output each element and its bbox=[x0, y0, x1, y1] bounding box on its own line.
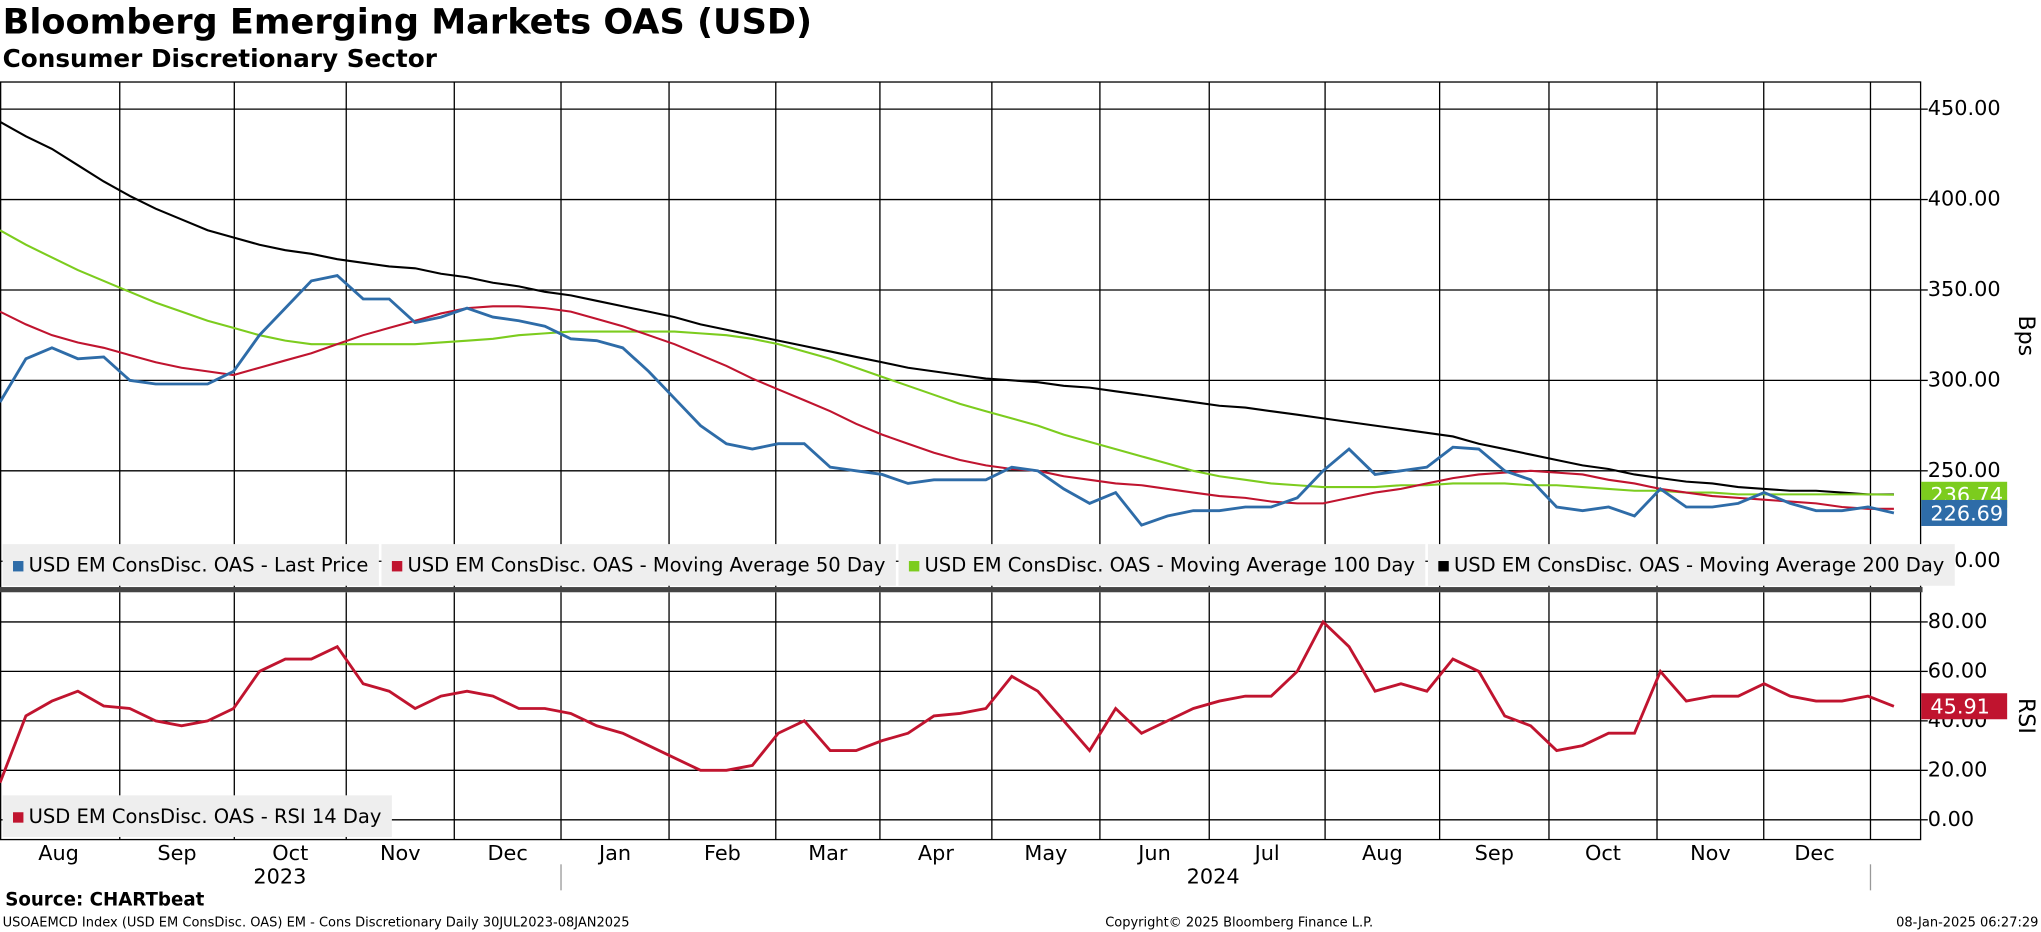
legend-item: USD EM ConsDisc. OAS - RSI 14 Day bbox=[2, 795, 392, 837]
legend-item: USD EM ConsDisc. OAS - Last Price bbox=[2, 544, 379, 586]
y-axis-label: RSI bbox=[2013, 698, 2039, 734]
legend-label: USD EM ConsDisc. OAS - Moving Average 20… bbox=[1454, 554, 1944, 577]
timestamp: 08-Jan-2025 06:27:29 bbox=[1896, 915, 2038, 930]
legend-swatch bbox=[1438, 561, 1449, 572]
legend-bg bbox=[898, 544, 1426, 586]
chart-title: Bloomberg Emerging Markets OAS (USD) bbox=[3, 1, 813, 42]
y-tick-label: 350.00 bbox=[1928, 277, 2001, 301]
legend-label: USD EM ConsDisc. OAS - RSI 14 Day bbox=[29, 805, 382, 828]
legend-swatch bbox=[391, 561, 403, 572]
y-tick-label: 80.00 bbox=[1928, 609, 1988, 633]
legend-swatch bbox=[908, 561, 920, 572]
x-tick-label: Nov bbox=[380, 841, 421, 865]
x-tick-label: Sep bbox=[1475, 841, 1514, 865]
y-tick-label: 450.00 bbox=[1928, 96, 2001, 120]
legend-bg bbox=[381, 544, 896, 586]
copyright: Copyright© 2025 Bloomberg Finance L.P. bbox=[1105, 915, 1373, 930]
x-tick-label: Mar bbox=[808, 841, 848, 865]
x-tick-label: Jul bbox=[1253, 841, 1280, 865]
y-tick-label: 250.00 bbox=[1928, 458, 2001, 482]
x-tick-label: Jan bbox=[597, 841, 631, 865]
last-value-box bbox=[1921, 499, 2008, 526]
legend-item: USD EM ConsDisc. OAS - Moving Average 10… bbox=[898, 544, 1426, 586]
series-line bbox=[0, 229, 1894, 496]
x-tick-label: Aug bbox=[38, 841, 79, 865]
x-tick-label: Oct bbox=[272, 841, 308, 865]
ticker-info: USOAEMCD Index (USD EM ConsDisc. OAS) EM… bbox=[3, 915, 630, 930]
plot-frame bbox=[0, 81, 1922, 841]
last-value-box bbox=[1921, 693, 2008, 720]
legend-bg bbox=[2, 795, 392, 837]
y-tick-label: 300.00 bbox=[1928, 367, 2001, 391]
x-tick-label: Aug bbox=[1362, 841, 1403, 865]
x-tick-label: Apr bbox=[918, 841, 954, 865]
series-line bbox=[0, 120, 1894, 496]
legend-swatch bbox=[13, 561, 24, 572]
x-tick-label: Oct bbox=[1585, 841, 1621, 865]
x-tick-label: May bbox=[1024, 841, 1067, 865]
series-line bbox=[0, 305, 1894, 510]
year-label: 2024 bbox=[1187, 864, 1240, 888]
x-tick-label: Nov bbox=[1690, 841, 1731, 865]
year-label: 2023 bbox=[253, 864, 306, 888]
legend-item: USD EM ConsDisc. OAS - Moving Average 20… bbox=[1427, 544, 1955, 586]
legend-swatch bbox=[13, 812, 24, 823]
source: Source: CHARTbeat bbox=[5, 890, 204, 911]
panel-divider bbox=[0, 587, 1923, 593]
x-tick-label: Dec bbox=[488, 841, 528, 865]
y-tick-label: 60.00 bbox=[1928, 658, 1988, 682]
series-line bbox=[0, 274, 1895, 527]
chart-subtitle: Consumer Discretionary Sector bbox=[3, 44, 438, 73]
y-tick-label: 0.00 bbox=[1928, 807, 1974, 831]
legend-label: USD EM ConsDisc. OAS - Last Price bbox=[29, 554, 369, 577]
last-value-label: 45.91 bbox=[1930, 695, 1990, 719]
legend-label: USD EM ConsDisc. OAS - Moving Average 50… bbox=[407, 554, 885, 577]
legend-item: USD EM ConsDisc. OAS - Moving Average 50… bbox=[381, 544, 896, 586]
y-axis-label: Bps bbox=[2013, 315, 2039, 356]
legend-bg bbox=[2, 544, 379, 586]
series-line bbox=[0, 619, 1895, 784]
x-tick-label: Jun bbox=[1136, 841, 1171, 865]
legend-label: USD EM ConsDisc. OAS - Moving Average 10… bbox=[925, 554, 1415, 577]
y-tick-label: 400.00 bbox=[1928, 187, 2001, 211]
legend-bg bbox=[1427, 544, 1955, 586]
x-tick-label: Feb bbox=[704, 841, 741, 865]
x-tick-label: Sep bbox=[157, 841, 196, 865]
last-value-label: 226.69 bbox=[1930, 501, 2003, 525]
x-tick-label: Dec bbox=[1794, 841, 1834, 865]
y-tick-label: 20.00 bbox=[1928, 757, 1988, 781]
